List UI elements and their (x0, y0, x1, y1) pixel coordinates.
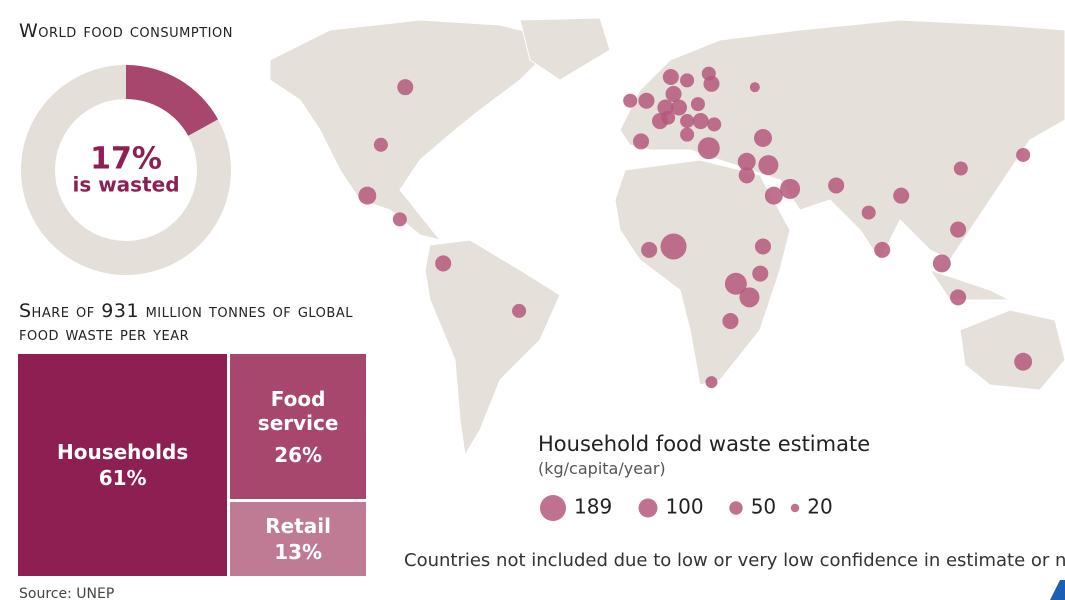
world-map (269, 17, 1065, 457)
bubble (874, 241, 891, 258)
treemap-label: Retail (265, 514, 331, 538)
bubble (893, 187, 910, 204)
bubble (692, 113, 709, 130)
bubble (752, 265, 769, 282)
legend-label: 50 (751, 495, 776, 519)
bubble (1014, 352, 1033, 371)
donut-slice (126, 65, 219, 136)
bubble (392, 212, 407, 227)
bubble (705, 376, 718, 389)
bubble (953, 161, 968, 176)
legend-label: 20 (807, 495, 832, 519)
donut-value-label: 17% (90, 142, 162, 177)
bubble (828, 177, 845, 194)
bubble (764, 186, 783, 205)
source: Source: UNEP (19, 586, 115, 600)
bubble (435, 255, 452, 272)
bubble (633, 133, 650, 150)
treemap-value-label: 61% (98, 466, 147, 490)
treemap-cell: Food service 26% (230, 354, 366, 499)
bubble (697, 137, 720, 160)
bubble (754, 129, 772, 147)
bubble (512, 303, 527, 318)
treemap-value-label: 13% (274, 540, 323, 564)
legend-label: 100 (665, 495, 703, 519)
bubble (680, 114, 695, 129)
bubble (739, 287, 760, 308)
bubble (623, 93, 638, 108)
bubble (670, 99, 687, 116)
bubble (754, 238, 772, 255)
legend-subtitle: (kg/capita/year) (538, 459, 666, 478)
bubble (662, 68, 679, 86)
bubble (397, 79, 414, 96)
treemap-label: Households (57, 440, 189, 464)
treemap-value-label: 26% (274, 442, 323, 467)
logo (1050, 580, 1065, 600)
bubble (690, 97, 705, 112)
legend-bubble (729, 501, 743, 515)
legend-bubble (790, 503, 800, 513)
bubble (861, 205, 876, 220)
bubble (724, 272, 747, 295)
treemap-title: Share of 931 million tonnes of global fo… (19, 300, 353, 345)
legend-title: Household food waste estimate (538, 432, 871, 456)
bubble (950, 289, 967, 306)
bubble (638, 92, 655, 109)
treemap-label: Food service (257, 386, 339, 435)
legend-bubble (539, 494, 567, 522)
donut-annotation: is wasted (72, 173, 179, 197)
treemap-cell: Households 61% (18, 354, 228, 576)
bubble (722, 313, 739, 330)
bubble (758, 155, 779, 176)
bubble (1016, 147, 1031, 162)
bubble (738, 167, 755, 184)
bubble (373, 137, 388, 152)
note: Countries not included due to low or ver… (404, 550, 1065, 571)
bubble (660, 233, 687, 260)
bubble (661, 110, 676, 125)
treemap-cell: Retail 13% (230, 502, 366, 576)
bubble (358, 186, 377, 205)
bubble (932, 254, 951, 273)
bubble (950, 221, 967, 238)
bubble (641, 241, 658, 258)
bubble (703, 75, 720, 92)
bubble (749, 82, 760, 93)
legend-label: 189 (574, 495, 612, 519)
bubble (707, 117, 722, 132)
donut-title: World food consumption (19, 20, 233, 42)
bubble (680, 73, 695, 88)
bubble (780, 178, 801, 199)
bubble (665, 85, 682, 102)
bubble (737, 152, 756, 171)
bubble (680, 127, 695, 142)
legend-bubble (638, 498, 658, 518)
